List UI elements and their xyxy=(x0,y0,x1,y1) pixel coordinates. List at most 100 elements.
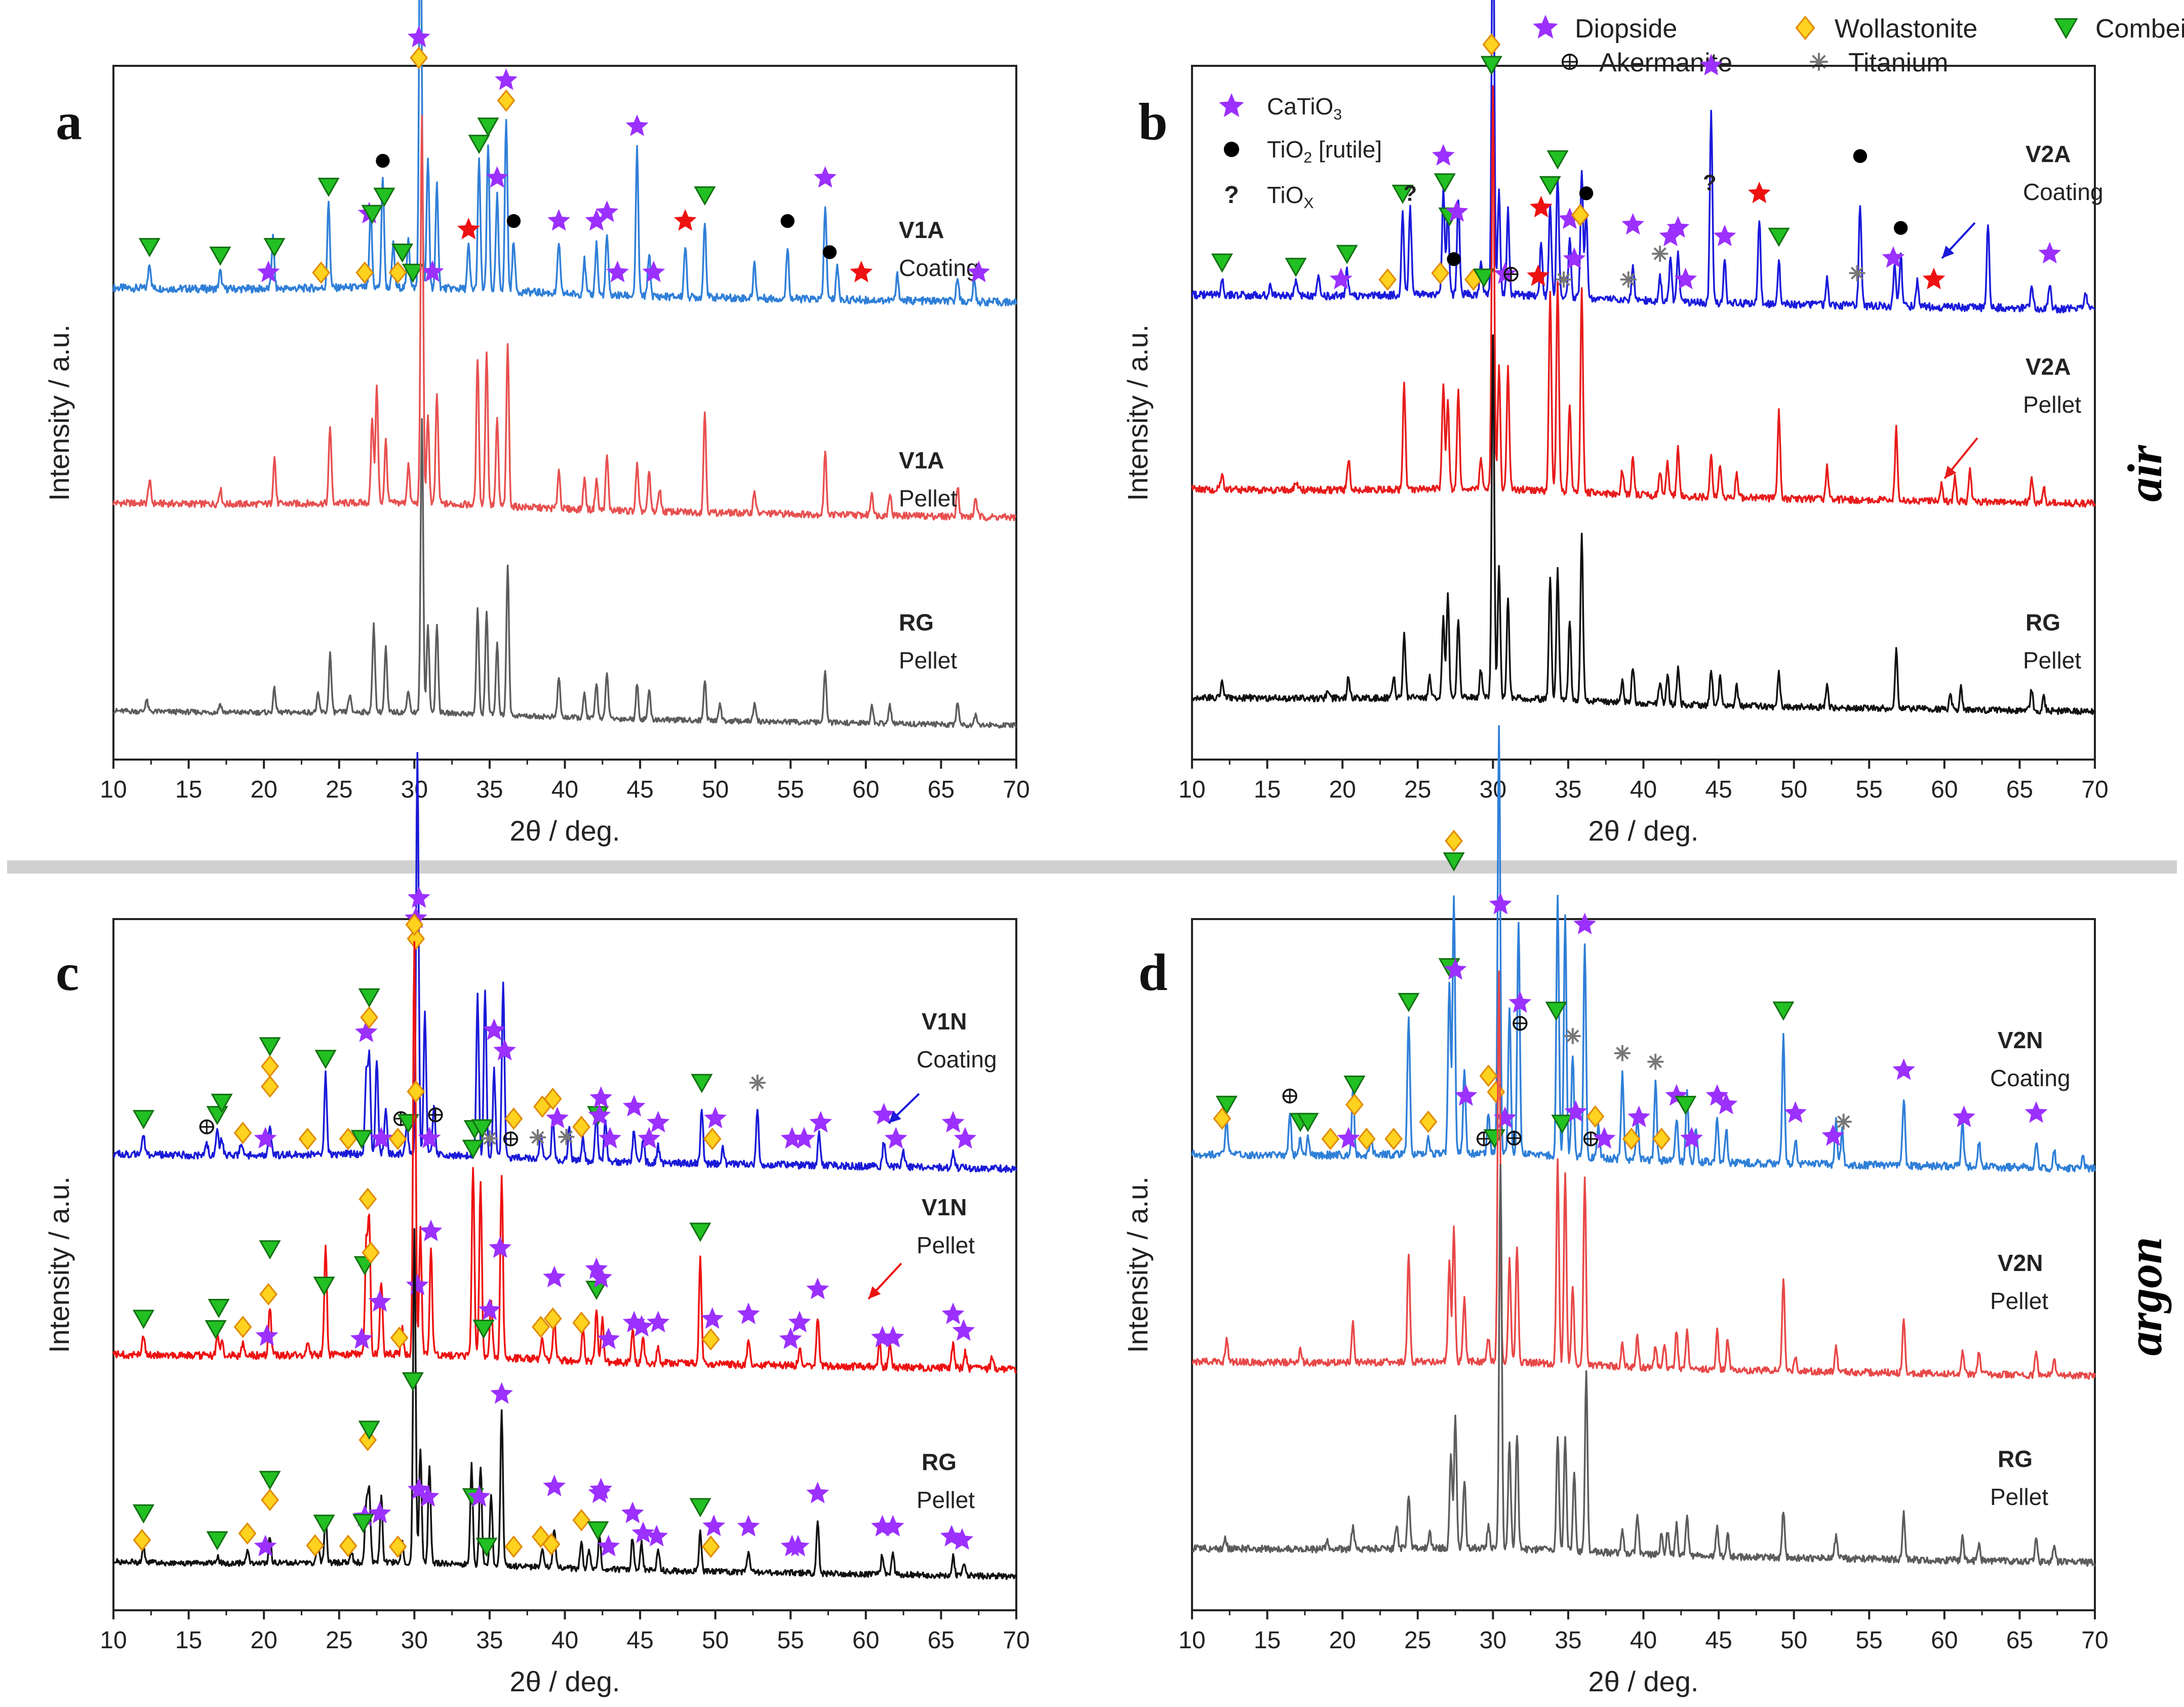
star-marker xyxy=(1445,200,1468,222)
star-marker xyxy=(1674,267,1697,290)
x-axis-label: 2θ / deg. xyxy=(1589,1665,1699,1697)
star-marker xyxy=(599,1127,622,1148)
triangle-marker xyxy=(1480,56,1502,75)
svg-text:?: ? xyxy=(1224,181,1239,209)
star-marker xyxy=(884,1127,907,1149)
star-marker xyxy=(1432,144,1455,166)
pattern-line xyxy=(1191,725,2096,1173)
star-marker xyxy=(1666,216,1690,238)
triangle-marker xyxy=(1675,1096,1697,1116)
triangle-marker xyxy=(689,1498,711,1518)
triangle-marker xyxy=(263,238,286,258)
diamond-marker xyxy=(1482,33,1501,56)
series-sub-label: Pellet xyxy=(1990,1288,2048,1314)
star-marker xyxy=(416,1485,440,1507)
x-tick-label: 30 xyxy=(401,776,428,803)
triangle-marker xyxy=(1336,245,1358,264)
legend-wollastonite-icon xyxy=(1795,15,1815,41)
star-marker xyxy=(809,1110,832,1133)
x-tick-label: 25 xyxy=(1404,776,1431,803)
triangle-marker xyxy=(313,1277,335,1296)
x-tick-label: 15 xyxy=(1254,1627,1281,1654)
series-rg-pellet: RG Pellet xyxy=(112,1228,1017,1580)
legend-combeite-label: Combeite xyxy=(2095,14,2184,44)
diamond-marker xyxy=(261,1075,279,1098)
x-tick-label: 10 xyxy=(100,1627,127,1654)
x-tick-label: 60 xyxy=(1931,1627,1958,1654)
star-marker xyxy=(704,1106,727,1129)
series-name-label: V1N xyxy=(922,1008,967,1035)
star-marker xyxy=(255,1324,279,1346)
x-tick-label: 70 xyxy=(2081,1627,2108,1654)
series-name-label: V1A xyxy=(899,447,944,473)
x-tick-label: 15 xyxy=(175,1627,202,1654)
diamond-marker xyxy=(1321,1127,1340,1150)
star-marker xyxy=(350,1327,373,1349)
redstar-marker xyxy=(1748,181,1771,204)
x-tick-label: 35 xyxy=(476,776,503,803)
y-axis-label: Intensity / a.u. xyxy=(1122,1176,1154,1353)
diamond-marker xyxy=(359,1428,377,1451)
asterisk-marker xyxy=(749,1075,766,1091)
star-marker xyxy=(407,886,430,908)
triangle-marker xyxy=(391,243,414,263)
star-marker xyxy=(967,260,990,283)
star-marker xyxy=(737,1515,760,1537)
series-sub-label: Coating xyxy=(2023,179,2103,205)
panel-letter-d: d xyxy=(1138,943,1168,1002)
series-rg-pellet: RG Pellet xyxy=(1191,334,2096,716)
series-sub-label: Coating xyxy=(899,255,979,281)
star-marker xyxy=(1337,1127,1360,1148)
series-v2n-pellet: V2N Pellet xyxy=(1192,970,2096,1380)
x-tick-label: 25 xyxy=(1404,1627,1431,1654)
star-marker xyxy=(407,25,430,48)
x-tick-label: 60 xyxy=(852,776,879,803)
triangle-marker xyxy=(350,1130,373,1149)
dot-marker xyxy=(506,214,521,228)
redstar-marker xyxy=(457,217,480,240)
series-sub-label: Pellet xyxy=(2023,647,2081,673)
diamond-marker xyxy=(339,1534,358,1557)
triangle-marker xyxy=(358,1420,380,1440)
x-tick-label: 65 xyxy=(2006,1627,2033,1654)
diamond-marker xyxy=(1571,204,1590,226)
asterisk-marker xyxy=(1620,271,1637,288)
star-marker xyxy=(622,1095,646,1117)
legend-inset-label: TiO2 [rutile] xyxy=(1267,136,1382,166)
star-marker xyxy=(588,1103,611,1126)
diamond-marker xyxy=(701,1535,720,1558)
star-marker xyxy=(589,1478,613,1499)
triangle-marker xyxy=(468,135,490,154)
series-name-label: RG xyxy=(922,1449,957,1475)
x-tick-label: 15 xyxy=(175,776,202,803)
series-name-label: RG xyxy=(1998,1446,2033,1472)
x-tick-label: 35 xyxy=(1555,776,1581,803)
star-marker xyxy=(780,1127,804,1149)
dot-marker xyxy=(376,153,390,168)
redstar-marker xyxy=(673,209,697,231)
x-tick-label: 55 xyxy=(1856,1627,1883,1654)
x-tick-label: 50 xyxy=(702,1627,729,1654)
star-marker xyxy=(647,1110,670,1133)
panel-letter-a: a xyxy=(56,93,82,151)
y-axis-label: Intensity / a.u. xyxy=(1122,325,1154,501)
diamond-marker xyxy=(410,47,428,69)
star-marker xyxy=(881,1326,904,1347)
pattern-line xyxy=(1191,1164,2096,1567)
star-marker xyxy=(1715,1092,1738,1115)
asterisk-marker xyxy=(1652,246,1669,262)
x-tick-label: 35 xyxy=(1555,1627,1581,1654)
diamond-marker xyxy=(504,1535,523,1558)
star-marker xyxy=(788,1311,811,1333)
section-divider xyxy=(7,860,2177,874)
star-marker xyxy=(1564,1100,1587,1122)
redstar-marker xyxy=(850,260,873,283)
triangle-marker xyxy=(1398,993,1420,1012)
star-marker xyxy=(585,209,608,231)
star-marker xyxy=(483,1018,506,1040)
series-v2a-coating: V2A Coating?? xyxy=(1191,0,2103,314)
x-tick-label: 20 xyxy=(1329,776,1356,803)
diamond-marker xyxy=(261,1055,279,1078)
series-name-label: V1A xyxy=(899,217,944,243)
star-marker xyxy=(1953,1105,1975,1127)
